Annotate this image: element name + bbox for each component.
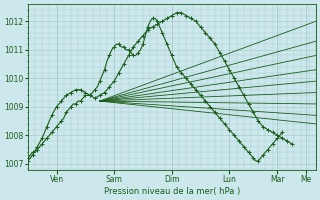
X-axis label: Pression niveau de la mer( hPa ): Pression niveau de la mer( hPa )	[104, 187, 240, 196]
